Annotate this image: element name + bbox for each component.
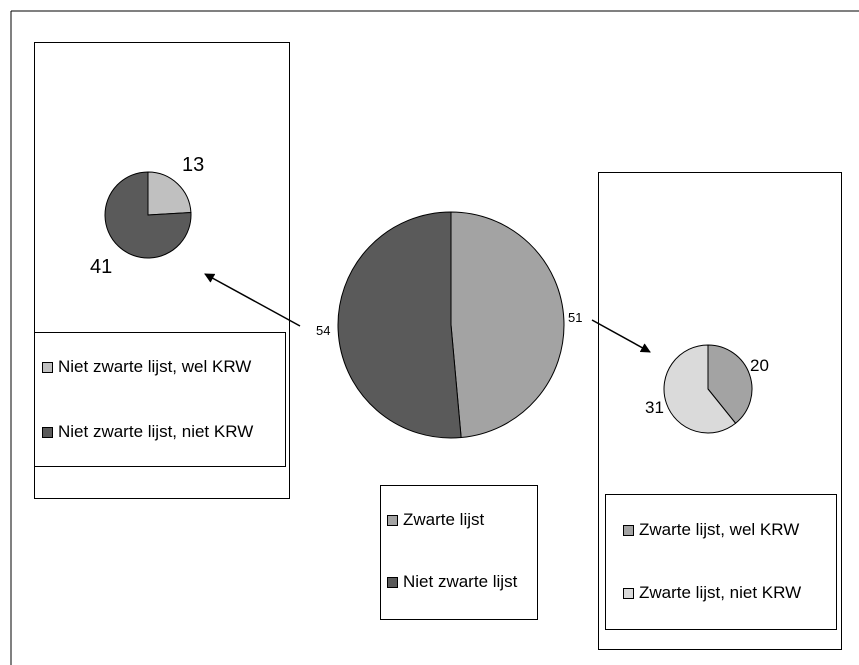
pie-slice-right-1	[663, 344, 737, 434]
data-label-left-wel: 13	[182, 154, 205, 176]
legend-item-main-0: Zwarte lijst	[387, 510, 484, 530]
data-label-right-niet: 31	[645, 398, 664, 417]
pie-slice-main-0	[450, 211, 565, 439]
pie-slice-right-0	[707, 344, 753, 424]
legend-item-main-1: Niet zwarte lijst	[387, 572, 517, 592]
arrow-to-left-pie	[204, 273, 301, 327]
data-label-main-zwarte: 51	[568, 310, 583, 325]
legend-item-right-1: Zwarte lijst, niet KRW	[623, 583, 801, 603]
pie-slice-left-0	[147, 171, 192, 216]
legend-swatch-right-0	[623, 524, 634, 536]
left-legend: Niet zwarte lijst, wel KRW Niet zwarte l…	[34, 332, 286, 467]
legend-label-main-1: Niet zwarte lijst	[403, 572, 518, 591]
data-label-main-niet-zwarte: 54	[316, 323, 331, 338]
legend-label-left-0: Niet zwarte lijst, wel KRW	[58, 357, 252, 376]
pie-slice-main-1	[337, 211, 462, 439]
legend-label-left-1: Niet zwarte lijst, niet KRW	[58, 422, 254, 441]
legend-swatch-left-1	[42, 426, 53, 438]
right-legend: Zwarte lijst, wel KRW Zwarte lijst, niet…	[605, 494, 837, 630]
data-label-left-niet: 41	[90, 256, 113, 278]
arrow-to-right-pie	[591, 319, 651, 353]
main-legend: Zwarte lijst Niet zwarte lijst	[380, 485, 538, 620]
legend-swatch-main-0	[387, 514, 398, 526]
legend-swatch-main-1	[387, 576, 398, 588]
legend-item-left-1: Niet zwarte lijst, niet KRW	[42, 422, 253, 442]
legend-label-main-0: Zwarte lijst	[403, 510, 485, 529]
legend-label-right-0: Zwarte lijst, wel KRW	[639, 520, 800, 539]
legend-swatch-left-0	[42, 361, 53, 373]
data-label-right-wel: 20	[750, 356, 769, 375]
legend-item-right-0: Zwarte lijst, wel KRW	[623, 520, 799, 540]
legend-item-left-0: Niet zwarte lijst, wel KRW	[42, 357, 251, 377]
legend-swatch-right-1	[623, 587, 634, 599]
pie-slice-left-1	[104, 171, 192, 259]
legend-label-right-1: Zwarte lijst, niet KRW	[639, 583, 802, 602]
